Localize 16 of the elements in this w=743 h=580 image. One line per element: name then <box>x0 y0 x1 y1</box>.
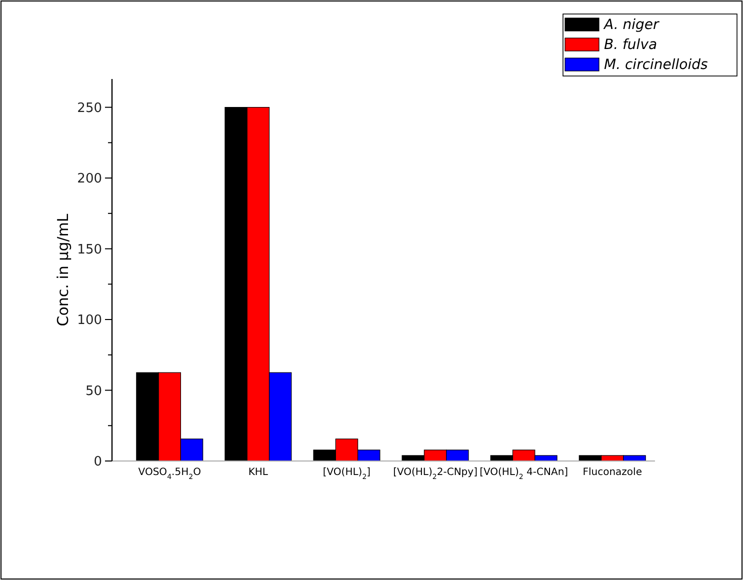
y-tick-label: 200 <box>77 172 102 187</box>
y-axis-title: Conc. in µg/mL <box>54 213 72 326</box>
y-tick-label: 150 <box>77 242 102 258</box>
y-tick-label: 0 <box>94 454 102 470</box>
y-tick-label: 50 <box>85 384 102 399</box>
y-tick-label: 250 <box>77 100 102 116</box>
legend-label: A. niger <box>603 17 660 33</box>
x-tick-label: [VO(HL)$_{2}$2-CNpy] <box>393 467 478 481</box>
x-tick-label: [VO(HL)$_{2}$] <box>322 467 371 481</box>
legend-label: B. fulva <box>604 37 658 53</box>
x-tick-label: [VO(HL)$_{2}$ 4-CNAn] <box>480 467 568 481</box>
legend-label: M. circinelloids <box>604 57 708 73</box>
x-tick-label: VOSO$_{4}$.5H$_{2}$O <box>138 467 202 481</box>
x-tick-label: KHL <box>248 467 268 478</box>
x-tick-label: Fluconazole <box>582 467 642 478</box>
y-tick-label: 100 <box>77 313 102 328</box>
